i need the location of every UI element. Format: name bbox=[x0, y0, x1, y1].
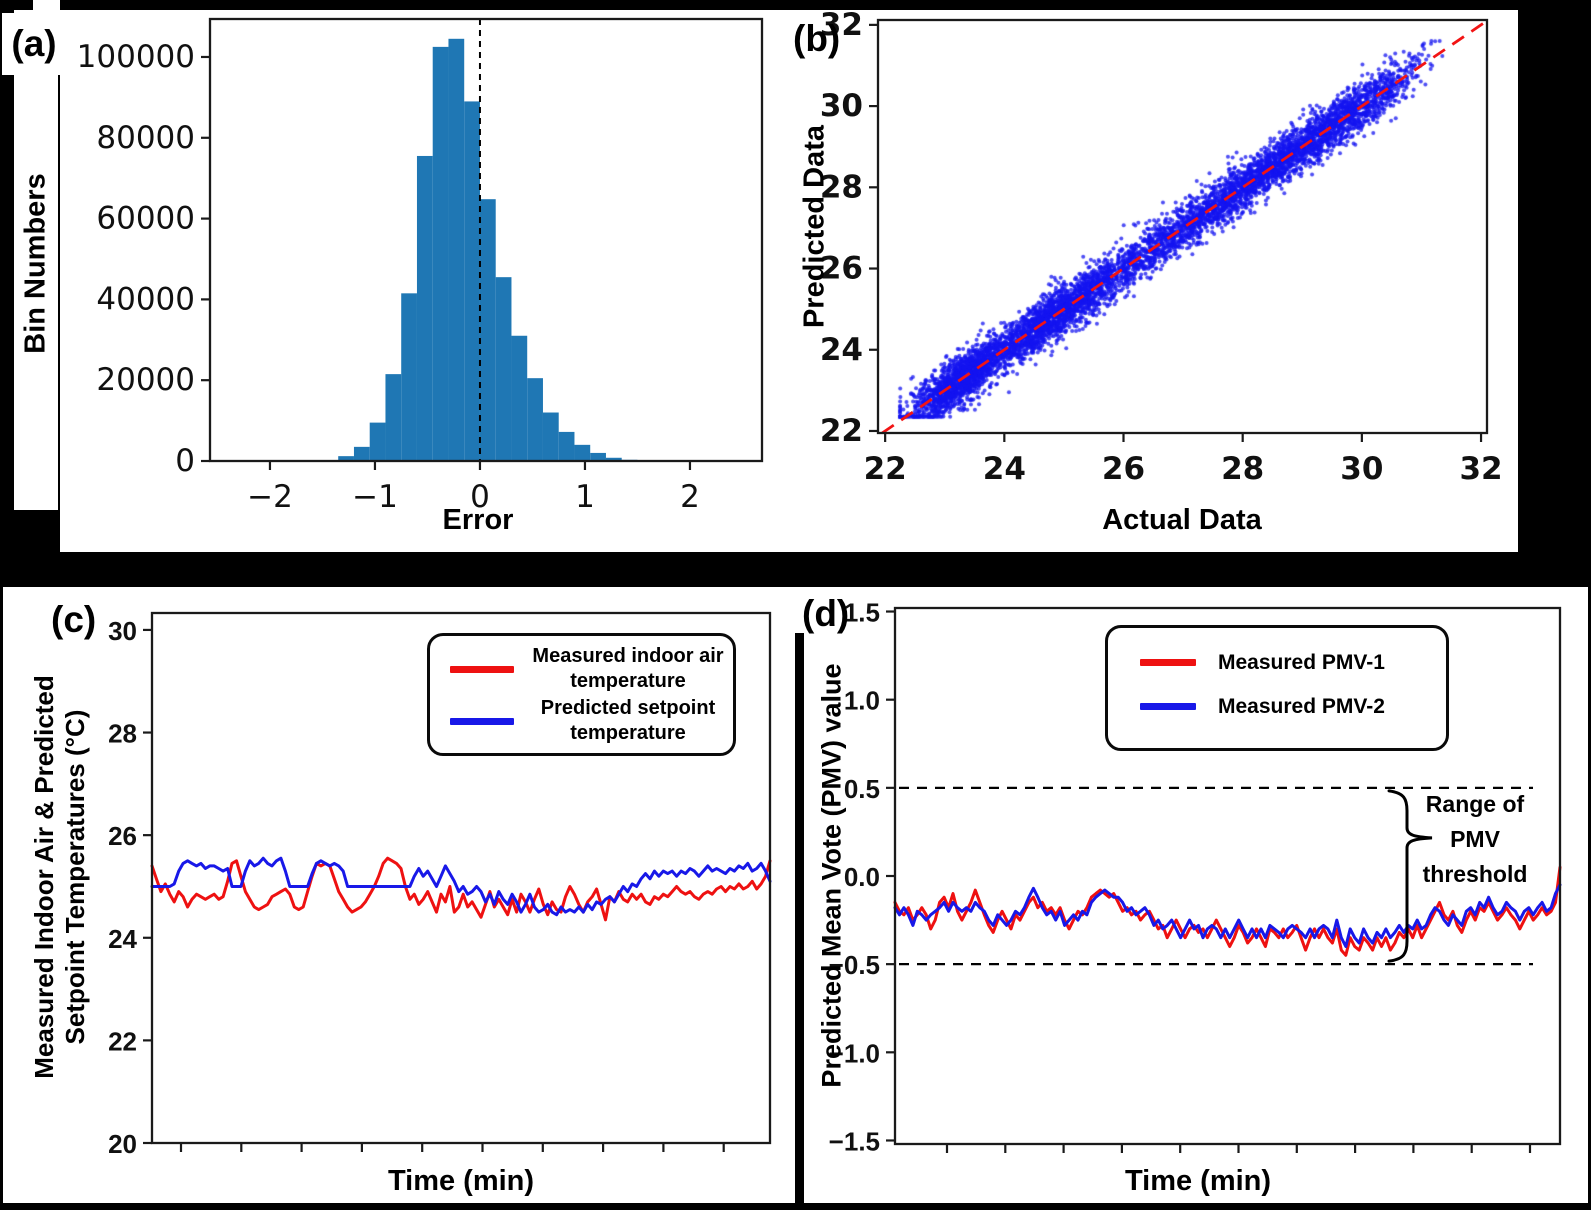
svg-text:30: 30 bbox=[820, 88, 863, 124]
legend-d: Measured PMV-1 Measured PMV-2 bbox=[1105, 625, 1449, 751]
annotation-line3: threshold bbox=[1422, 861, 1528, 887]
svg-text:80000: 80000 bbox=[96, 120, 195, 156]
blue-line-swatch-icon bbox=[1140, 703, 1196, 710]
histogram-bar bbox=[416, 155, 433, 461]
panel-b-label: (b) bbox=[793, 18, 841, 59]
panel-d-label: (d) bbox=[802, 593, 850, 634]
svg-text:0: 0 bbox=[175, 443, 195, 479]
bin-numbers-strip bbox=[14, 10, 58, 510]
legend-d-row-pmv2: Measured PMV-2 bbox=[1140, 694, 1385, 719]
red-line-swatch-icon bbox=[450, 665, 514, 673]
histogram-bar bbox=[605, 457, 622, 461]
blue-line-swatch-icon bbox=[450, 717, 514, 725]
svg-text:24: 24 bbox=[108, 924, 137, 954]
temperature-lines-axes: 20 22 24 26 28 30 bbox=[108, 611, 772, 1159]
histogram-bar bbox=[464, 101, 480, 462]
svg-text:24: 24 bbox=[820, 332, 863, 368]
histogram-bar bbox=[590, 452, 606, 461]
panel-divider-bar bbox=[795, 633, 804, 1203]
svg-text:28: 28 bbox=[1221, 451, 1264, 487]
panel-c: 20 22 24 26 28 30 (c) Measured Indoor Air & P… bbox=[3, 587, 788, 1203]
range-brace-icon bbox=[1387, 789, 1433, 963]
legend-d-label-pmv2: Measured PMV-2 bbox=[1218, 695, 1385, 718]
svg-text:22: 22 bbox=[864, 451, 907, 487]
identity-dashed-line bbox=[881, 19, 1488, 435]
svg-text:24: 24 bbox=[983, 451, 1026, 487]
plot-b-ylabel: Predicted Data bbox=[798, 124, 831, 329]
histogram-bar bbox=[527, 378, 543, 461]
svg-text:60000: 60000 bbox=[96, 201, 195, 237]
svg-text:28: 28 bbox=[108, 719, 137, 749]
svg-text:2: 2 bbox=[680, 479, 700, 515]
svg-text:26: 26 bbox=[1102, 451, 1145, 487]
panel-a-label: (a) bbox=[2, 13, 66, 75]
histogram-bar bbox=[369, 422, 386, 461]
svg-text:20: 20 bbox=[108, 1129, 137, 1159]
panel-d: 1.5 1.0 0.5 0.0 −0.5 −1.0 −1.5 (d) Predicted M… bbox=[788, 587, 1588, 1203]
histogram-bar bbox=[495, 277, 512, 461]
legend-c: Measured indoor air temperature Predicte… bbox=[427, 633, 736, 756]
legend-c-row-measured: Measured indoor air temperature bbox=[450, 644, 734, 694]
legend-c-label-predicted: Predicted setpoint temperature bbox=[540, 697, 716, 744]
pmv-threshold-annotation: Range of PMV threshold bbox=[1395, 787, 1555, 892]
svg-text:26: 26 bbox=[820, 251, 863, 287]
histogram-bar bbox=[401, 293, 417, 461]
svg-text:32: 32 bbox=[1459, 451, 1502, 487]
svg-text:1: 1 bbox=[575, 479, 595, 515]
histogram-bar bbox=[574, 444, 591, 461]
svg-text:−1: −1 bbox=[352, 479, 398, 515]
legend-c-row-predicted: Predicted setpoint temperature bbox=[450, 696, 734, 746]
legend-d-row-pmv1: Measured PMV-1 bbox=[1140, 650, 1385, 675]
svg-text:26: 26 bbox=[108, 821, 137, 851]
plot-a-xlabel: Error bbox=[442, 504, 514, 536]
svg-text:−0.5: −0.5 bbox=[829, 950, 880, 980]
plot-d-ylabel: Predicted Mean Vote (PMV) value bbox=[816, 663, 847, 1088]
svg-text:20000: 20000 bbox=[96, 362, 195, 398]
legend-c-label-measured: Measured indoor air temperature bbox=[532, 645, 724, 692]
annotation-line1: Range of bbox=[1425, 791, 1525, 817]
svg-text:40000: 40000 bbox=[96, 281, 195, 317]
histogram-bar bbox=[558, 431, 575, 461]
histogram-bar bbox=[479, 199, 496, 461]
red-line-swatch-icon bbox=[1140, 659, 1196, 666]
svg-text:−1.5: −1.5 bbox=[829, 1126, 880, 1156]
histogram-bar bbox=[448, 38, 465, 462]
histogram-bar bbox=[385, 374, 402, 461]
svg-text:0.0: 0.0 bbox=[844, 862, 880, 892]
pmv-lines-axes: 1.5 1.0 0.5 0.0 −0.5 −1.0 −1.5 bbox=[829, 598, 1562, 1156]
svg-text:1.0: 1.0 bbox=[844, 686, 880, 716]
svg-text:32: 32 bbox=[820, 10, 863, 43]
plot-c-ylabel-line2: Setpoint Temperatures (°C) bbox=[60, 709, 90, 1045]
svg-text:100000: 100000 bbox=[77, 39, 195, 75]
plot-b-xlabel: Actual Data bbox=[1102, 504, 1262, 536]
plot-a-ylabel: Bin Numbers bbox=[19, 173, 52, 354]
plot-c-xlabel: Time (min) bbox=[387, 1165, 535, 1197]
panel-ab: 0 20000 40000 60000 80000 100000 −2 −1 0 1 2 22 24 26… bbox=[60, 10, 1518, 552]
histogram-bar bbox=[432, 46, 449, 462]
annotation-line2: PMV bbox=[1450, 826, 1500, 852]
svg-text:30: 30 bbox=[108, 616, 137, 646]
svg-text:22: 22 bbox=[108, 1026, 137, 1056]
plot-d-xlabel: Time (min) bbox=[1124, 1165, 1272, 1197]
histogram-bar bbox=[338, 456, 354, 461]
svg-text:0.5: 0.5 bbox=[844, 774, 880, 804]
svg-text:−1.0: −1.0 bbox=[829, 1038, 880, 1068]
histogram-bar bbox=[353, 446, 370, 461]
top-edge-notch bbox=[33, 0, 60, 13]
histogram-bar bbox=[542, 412, 559, 461]
plot-c-ylabel-line1: Measured Indoor Air & Predicted bbox=[29, 675, 59, 1079]
svg-text:0: 0 bbox=[470, 479, 490, 515]
legend-d-label-pmv1: Measured PMV-1 bbox=[1218, 651, 1385, 674]
plot-c-ylabel: Measured Indoor Air & Predicted Setpoint… bbox=[29, 667, 91, 1087]
svg-text:30: 30 bbox=[1340, 451, 1383, 487]
panel-c-label: (c) bbox=[51, 599, 97, 640]
histogram-bar bbox=[511, 335, 528, 461]
svg-text:−2: −2 bbox=[247, 479, 293, 515]
svg-text:28: 28 bbox=[820, 169, 863, 205]
svg-text:1.5: 1.5 bbox=[844, 598, 880, 628]
svg-text:22: 22 bbox=[820, 413, 863, 449]
